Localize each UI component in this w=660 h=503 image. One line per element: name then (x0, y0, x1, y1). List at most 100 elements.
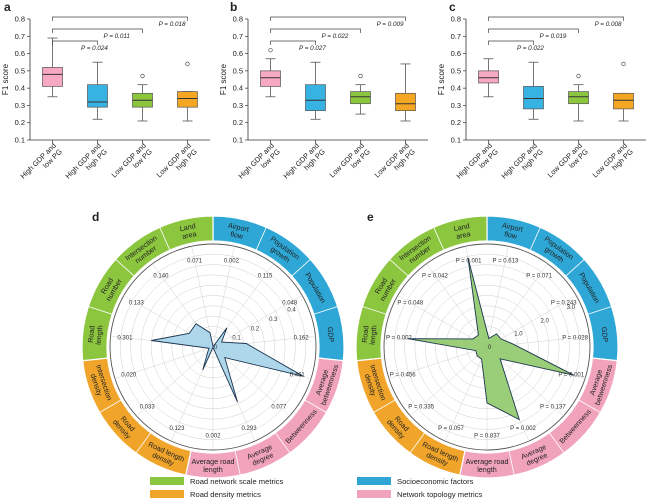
spoke-value-label: 0.133 (129, 301, 145, 307)
box-1 (478, 58, 499, 98)
x-tick-label: High GDP andlow PG (236, 141, 282, 187)
p-value-label: P = 0.027 (299, 45, 326, 52)
spoke-value-label: P = 0.028 (562, 336, 588, 342)
y-tick-label: 0.3 (451, 101, 461, 110)
spoke-value-label: P = 0.335 (408, 404, 434, 410)
radar-spoke (136, 346, 214, 417)
spoke-value-label: P = 0.002 (510, 426, 536, 432)
ring-divider (313, 306, 338, 315)
legend-swatch (150, 490, 184, 498)
box-iqr (42, 67, 63, 87)
box-iqr (177, 91, 198, 108)
boxplot-panel-c: c 0.1 0.2 0.3 0.4 0.5 0.6 0.7 0.8 F1 score High GD… (437, 0, 646, 187)
box-iqr (260, 70, 281, 87)
y-tick-label: 0.8 (451, 15, 461, 24)
spoke-value-label: P = 0.001 (558, 372, 584, 378)
y-tick-label: 0.7 (233, 32, 243, 41)
y-tick-label: 0.1 (233, 136, 243, 145)
y-tick-label: 0.1 (15, 136, 25, 145)
ring-divider (82, 357, 108, 362)
significance-bracket: P = 0.009 (270, 16, 406, 28)
legend-swatch (150, 477, 184, 485)
legend-label: Socioeconomic factors (397, 477, 474, 486)
panel-letter-b: b (230, 0, 237, 14)
bracket-line (270, 16, 406, 21)
ring-divider (135, 432, 152, 454)
box-outlier (576, 73, 581, 79)
y-tick-label: 0.8 (233, 15, 243, 24)
ring-scale-label: 3.0 (567, 305, 576, 311)
y-tick-label: 0.2 (233, 118, 243, 127)
y-tick-label: 0.5 (15, 66, 25, 75)
spoke-value-label: P = 0.001 (456, 258, 482, 264)
radar-spoke (486, 263, 548, 348)
x-tick-label: High GDP andlow PG (18, 141, 64, 187)
spoke-value-label: P = 0.837 (474, 434, 500, 440)
box-iqr (523, 86, 544, 110)
y-tick-label: 0.1 (451, 136, 461, 145)
legend: Road network scale metrics Socioeconomic … (150, 477, 482, 499)
x-tick-label: Low GDP andlow PG (328, 141, 373, 186)
bracket-line (270, 40, 316, 45)
legend-swatch (357, 477, 391, 485)
spoke-value-label: 0.162 (294, 336, 310, 342)
y-tick-label: 0.7 (451, 32, 461, 41)
box-1 (260, 47, 281, 98)
significance-bracket: P = 0.022 (270, 28, 361, 40)
radar-spoke (114, 346, 214, 380)
x-tick-label: Low GDP andlow PG (546, 141, 591, 186)
y-axis-label: F1 score (437, 63, 446, 95)
x-tick-label: Low GDP andhigh PG (155, 141, 200, 186)
ring-scale-label: 0.4 (287, 308, 296, 314)
y-tick-label: 0.4 (233, 84, 243, 93)
y-tick-label: 0.8 (15, 15, 25, 24)
radar-area (407, 257, 575, 421)
ring-divider (318, 357, 344, 362)
legend-item: Socioeconomic factors (357, 477, 474, 486)
significance-bracket: P = 0.022 (488, 40, 544, 52)
ring-divider (459, 450, 466, 476)
box-outlier (140, 73, 145, 79)
ring-divider (115, 259, 135, 277)
y-tick-label: 0.4 (451, 84, 461, 93)
spoke-value-label: 0.077 (271, 404, 287, 410)
y-axis-label: F1 score (1, 63, 10, 95)
ring-divider (362, 306, 387, 315)
x-tick-label: Low GDP andhigh PG (591, 141, 636, 186)
sector-label: GDP (326, 326, 337, 343)
ring-divider (587, 306, 612, 315)
spoke-value-label: P = 0.071 (526, 273, 552, 279)
radar-spoke (212, 346, 290, 417)
ring-divider (409, 432, 426, 454)
y-tick-label: 0.7 (15, 32, 25, 41)
spoke-value-label: P = 0.057 (438, 426, 464, 432)
ring-divider (255, 227, 267, 251)
ring-scale-label: 0.1 (232, 336, 241, 342)
box-iqr (568, 91, 589, 105)
radar-spoke (444, 346, 488, 442)
spoke-value-label: 0.115 (258, 273, 273, 279)
ring-scale-label: 0 (214, 345, 218, 351)
ring-divider (592, 357, 618, 362)
box-outlier (185, 61, 190, 67)
bracket-line (52, 16, 188, 21)
sector-label: Airportflow (225, 221, 249, 242)
radar-panel-d: d 0 0.1 0.2 0.3 0.4 0.002 0.115 0.048 0.162 0.461 0… (81, 210, 345, 479)
ring-divider (389, 259, 409, 277)
spoke-value-label: 0.071 (187, 258, 203, 264)
ring-scale-label: 0.2 (251, 326, 260, 332)
y-tick-label: 0.2 (15, 118, 25, 127)
sector-label: Landarea (453, 221, 472, 241)
box-4 (613, 61, 634, 122)
box-3 (350, 73, 371, 115)
x-tick-label: Low GDP andlow PG (110, 141, 155, 186)
box-1 (42, 37, 63, 98)
box-iqr (395, 92, 416, 111)
x-tick-label: High GDP andlow PG (454, 141, 500, 187)
bracket-line (488, 16, 624, 21)
y-tick-label: 0.5 (233, 66, 243, 75)
panel-letter-d: d (92, 210, 99, 224)
sector-label: Average road length (191, 457, 234, 474)
ring-divider (99, 399, 122, 413)
box-2 (87, 61, 108, 120)
